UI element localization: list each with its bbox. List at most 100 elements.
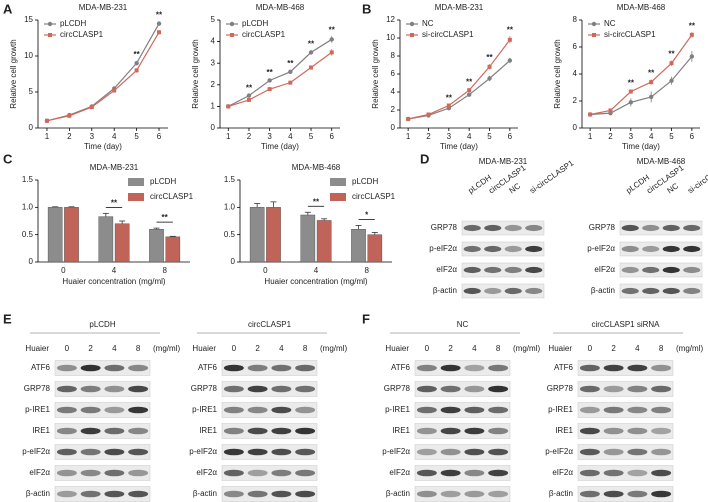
x-tick-label: 2 [426, 132, 431, 141]
marker [628, 100, 634, 105]
blot-band [464, 469, 485, 477]
row-label: β-actin [591, 286, 615, 295]
blot-band [416, 469, 437, 477]
legend-marker [591, 21, 597, 27]
blot-band [223, 490, 244, 498]
treatment-label: Huaier [192, 344, 216, 353]
blot-band [104, 364, 125, 372]
significance: ** [446, 93, 453, 102]
blot-band [271, 406, 292, 414]
significance: ** [507, 25, 514, 34]
row-label: eIF2α [594, 265, 615, 274]
blot-band [223, 364, 244, 372]
row-label: GRP78 [24, 384, 51, 393]
blot-strip [414, 423, 511, 439]
blot-band [525, 287, 543, 295]
blot-band [80, 406, 101, 414]
blot-strip [414, 402, 511, 418]
blot-band [651, 490, 672, 498]
blot-band [128, 427, 149, 435]
blot-band [579, 448, 600, 456]
significance: * [365, 210, 369, 219]
y-tick-label: 2 [573, 96, 578, 105]
blot-band [295, 448, 316, 456]
x-tick-label: 6 [690, 132, 695, 141]
unit-label: (mg/ml) [513, 344, 540, 353]
blot-band [104, 406, 125, 414]
marker [507, 58, 513, 63]
marker [157, 30, 162, 35]
blot-strip [54, 381, 151, 397]
row-label: p-eIF2α [382, 447, 410, 456]
chart-title: MDA-MB-468 [292, 163, 341, 172]
blot-band [80, 385, 101, 393]
chart-title: MDA-MB-468 [617, 3, 666, 12]
blot-band [662, 245, 680, 253]
blot-band [627, 490, 648, 498]
blot-strip [54, 444, 151, 460]
x-tick-label: 5 [669, 132, 674, 141]
blot-band [416, 385, 437, 393]
blot-band [416, 427, 437, 435]
blot-strip [414, 381, 511, 397]
lane-label: 4 [472, 344, 477, 353]
blot-band [662, 224, 680, 232]
blot-band [247, 427, 268, 435]
blot-band [80, 469, 101, 477]
x-tick-label: 0 [61, 266, 66, 275]
blot-band [579, 385, 600, 393]
blot-strip [619, 241, 703, 257]
blot-band [440, 427, 461, 435]
row-label: eIF2α [29, 468, 50, 477]
blot-band [603, 490, 624, 498]
legend-label: circCLASP1 [60, 30, 104, 39]
lane-label: si-circCLASP1 [528, 158, 576, 195]
panel-label: D [420, 151, 429, 166]
blot-band [56, 406, 77, 414]
row-label: ATF6 [391, 363, 411, 372]
marker [134, 61, 139, 66]
blot-band [440, 364, 461, 372]
bar [300, 214, 316, 263]
unit-label: (mg/ml) [320, 344, 347, 353]
blot-band [247, 364, 268, 372]
blot-strip [461, 283, 545, 299]
lane-label: 8 [303, 344, 308, 353]
blot-band [80, 427, 101, 435]
blot-band [504, 287, 522, 295]
y-tick-label: 10 [386, 33, 395, 42]
bar [266, 207, 281, 263]
y-tick-label: 1.0 [224, 202, 236, 211]
blot-band [56, 469, 77, 477]
blot-band [80, 364, 101, 372]
blot-band [416, 364, 437, 372]
marker [406, 117, 411, 121]
y-tick-label: 5 [211, 15, 216, 24]
row-label: eIF2α [552, 468, 573, 477]
x-tick-label: 4 [112, 266, 117, 275]
blot-band [247, 490, 268, 498]
blot-band [662, 266, 680, 274]
blot-strip [577, 465, 674, 481]
marker [156, 21, 162, 26]
x-tick-label: 6 [508, 132, 513, 141]
marker [134, 68, 139, 73]
blot-band [579, 427, 600, 435]
x-tick-label: 6 [329, 132, 334, 141]
legend-label: circCLASP1 [150, 192, 194, 201]
blot-band [416, 448, 437, 456]
y-tick-label: 0 [29, 257, 34, 266]
marker [288, 80, 293, 85]
blot-strip [461, 241, 545, 257]
y-axis-label: Relative cell growth [9, 39, 18, 108]
blot-band [642, 245, 660, 253]
row-label: p-IRE1 [25, 405, 50, 414]
lane-label: 0 [425, 344, 430, 353]
blot-band [416, 490, 437, 498]
blot-strip [461, 262, 545, 278]
blot-title: circCLASP1 siRNA [591, 320, 660, 329]
blot-band [662, 287, 680, 295]
x-tick-label: 1 [406, 132, 411, 141]
x-tick-label: 4 [288, 132, 293, 141]
y-tick-label: 0 [391, 123, 396, 132]
